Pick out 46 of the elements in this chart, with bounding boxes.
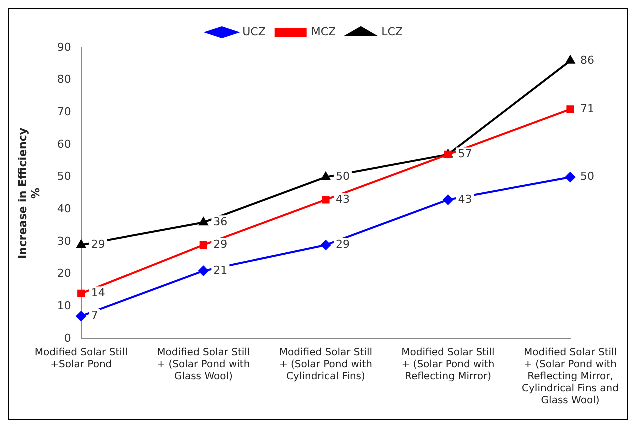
y-tick-label: 10 xyxy=(57,300,72,313)
y-tick-label: 20 xyxy=(57,267,72,280)
x-tick-label: Modified Solar Still + (Solar Pond with Reflecting Mirror) xyxy=(402,348,495,383)
data-label: 21 xyxy=(214,264,228,277)
y-tick-label: 30 xyxy=(57,234,72,248)
y-tick-label: 60 xyxy=(57,138,72,151)
data-label: 29 xyxy=(336,238,350,252)
point xyxy=(320,240,331,250)
x-tick-label: Modified Solar Still + (Solar Pond with Reflecting Mirror, Cylindrical Fins and Glass Wool) xyxy=(522,348,620,407)
point xyxy=(76,240,86,248)
point xyxy=(76,311,86,322)
x-tick-label: Modified Solar Still + (Solar Pond with Cylindrical Fins) xyxy=(279,348,373,383)
data-label: 71 xyxy=(580,102,595,116)
point xyxy=(199,218,208,226)
point xyxy=(443,194,454,205)
y-tick-label: 80 xyxy=(57,73,72,86)
x-tick-label: Modified Solar Still + (Solar Pond with Glass Wool) xyxy=(157,348,250,383)
x-tick-label: Modified Solar Still +Solar Pond xyxy=(34,348,128,371)
legend-label: UCZ xyxy=(242,25,266,38)
point xyxy=(566,106,574,114)
data-label: 57 xyxy=(458,148,472,161)
y-tick-label: 90 xyxy=(57,40,72,54)
data-label: 86 xyxy=(580,54,595,67)
y-tick-label: 70 xyxy=(57,106,72,119)
y-tick-label: 40 xyxy=(57,202,72,216)
y-tick-label: 0 xyxy=(64,332,72,345)
point xyxy=(322,196,330,204)
point xyxy=(566,172,576,182)
legend-label: MCZ xyxy=(311,25,337,38)
point xyxy=(566,56,575,64)
point xyxy=(200,241,208,250)
data-label: 36 xyxy=(214,215,228,228)
legend-label: LCZ xyxy=(382,25,404,38)
y-tick-label: 50 xyxy=(57,170,72,184)
data-label: 43 xyxy=(458,192,472,206)
point xyxy=(198,266,209,276)
point xyxy=(78,290,86,298)
y-axis-title: Increase in Efficiency % xyxy=(16,128,43,260)
data-label: 29 xyxy=(91,238,106,252)
data-label: 14 xyxy=(91,286,106,300)
data-label: 50 xyxy=(580,170,595,184)
data-label: 50 xyxy=(336,170,350,184)
point xyxy=(321,172,330,180)
data-label: 43 xyxy=(336,192,350,206)
data-label: 7 xyxy=(91,309,98,322)
data-label: 29 xyxy=(214,238,228,252)
